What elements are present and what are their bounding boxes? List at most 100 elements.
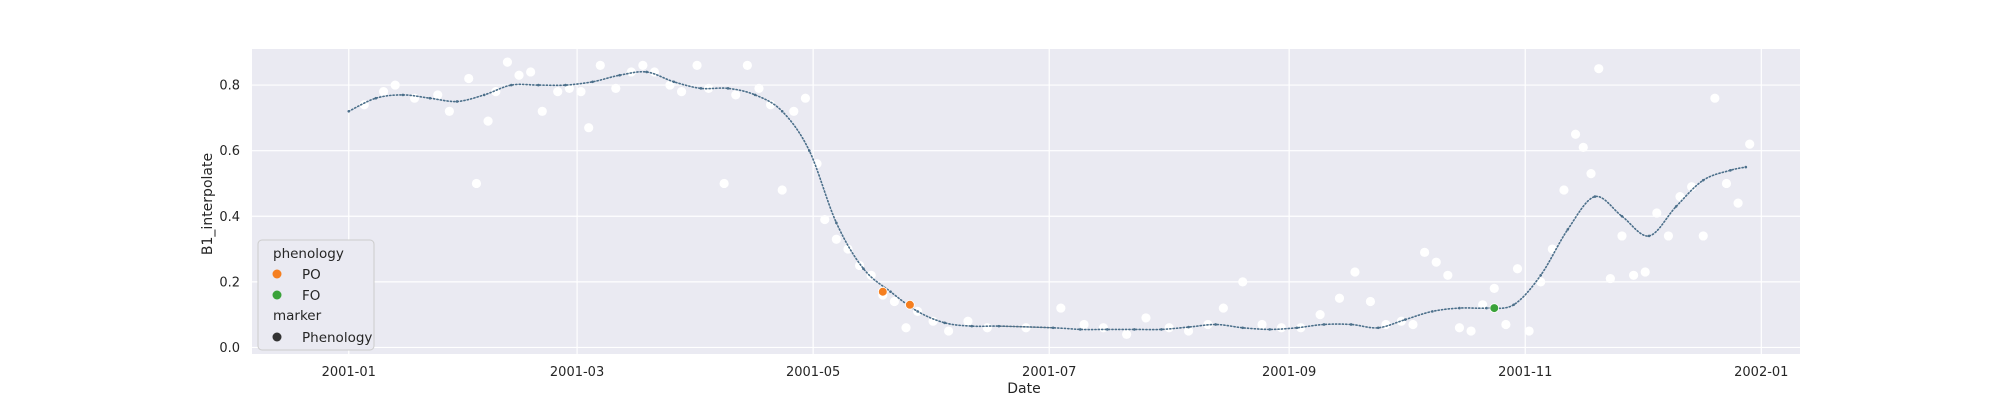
- raw-data-point: [1617, 231, 1627, 241]
- raw-data-point: [1710, 93, 1720, 103]
- raw-data-point: [901, 323, 911, 333]
- raw-data-point: [1628, 270, 1639, 280]
- raw-data-point: [584, 123, 594, 133]
- raw-data-point: [812, 159, 822, 169]
- raw-data-point: [626, 67, 636, 77]
- raw-data-point: [1454, 323, 1465, 333]
- raw-data-point: [378, 87, 389, 97]
- smooth-line-layer: [347, 70, 1748, 331]
- smooth-series-point: [1051, 326, 1055, 330]
- smooth-series-point: [943, 321, 947, 325]
- smooth-series-point: [1349, 323, 1353, 326]
- smooth-series-point: [1160, 328, 1163, 331]
- raw-data-point: [1079, 319, 1089, 330]
- legend-po-label: PO: [302, 267, 321, 283]
- raw-data-point: [483, 116, 493, 126]
- smooth-series-point: [997, 324, 1001, 328]
- smooth-series-point: [618, 73, 621, 77]
- x-tick-label: 2001-05: [786, 365, 840, 380]
- smooth-series-point: [401, 93, 405, 97]
- smooth-series-point: [1674, 205, 1678, 208]
- smooth-series-point: [1241, 326, 1245, 330]
- phenology-point-fo: [1489, 303, 1500, 313]
- x-tick-label: 2001-09: [1262, 365, 1316, 380]
- x-tick-label: 2001-03: [550, 365, 604, 380]
- raw-data-point: [1164, 323, 1174, 333]
- smooth-series-point: [1431, 310, 1434, 313]
- legend-hue-title: phenology: [273, 246, 344, 262]
- raw-data-point: [444, 106, 454, 116]
- x-axis-label: Date: [1007, 381, 1040, 397]
- smooth-series-point: [1214, 323, 1217, 326]
- smooth-series-point: [699, 87, 703, 90]
- y-tick-label: 0.4: [219, 210, 240, 225]
- smooth-series-point: [509, 83, 513, 87]
- smooth-series-point: [672, 80, 676, 84]
- raw-data-point: [564, 83, 574, 93]
- raw-data-point: [514, 70, 524, 80]
- raw-data-point: [1218, 303, 1228, 313]
- smooth-series-point: [1744, 165, 1748, 169]
- smooth-series-point: [564, 83, 567, 87]
- y-tick-label: 0.6: [219, 144, 240, 159]
- raw-data-point: [1315, 310, 1325, 320]
- raw-data-point: [1183, 326, 1194, 336]
- smooth-series-point: [1133, 328, 1136, 331]
- smooth-series-point: [916, 310, 919, 313]
- raw-data-point: [1586, 169, 1596, 179]
- smooth-series-point: [645, 70, 649, 74]
- legend-phenology-marker: [272, 332, 282, 342]
- raw-data-point: [1501, 319, 1511, 330]
- raw-data-point: [889, 296, 900, 307]
- y-axis-label: B1_interpolate: [200, 153, 216, 255]
- raw-data-point: [1098, 323, 1108, 333]
- raw-data-point: [595, 60, 605, 70]
- raw-data-point: [982, 323, 992, 333]
- raw-points-layer: [359, 57, 1755, 339]
- y-tick-label: 0.2: [219, 275, 240, 290]
- raw-data-point: [1466, 326, 1476, 336]
- raw-data-point: [1056, 303, 1066, 313]
- raw-data-point: [1276, 323, 1287, 333]
- x-tick-label: 2001-01: [322, 365, 376, 380]
- smooth-series-point: [1620, 214, 1624, 218]
- smooth-series-point: [1078, 328, 1082, 331]
- raw-data-point: [1559, 185, 1569, 195]
- raw-data-point: [1698, 231, 1708, 241]
- raw-data-point: [866, 270, 876, 280]
- smooth-series-point: [1647, 234, 1651, 238]
- smooth-series-point: [807, 149, 811, 152]
- raw-data-point: [1687, 182, 1697, 192]
- raw-data-point: [502, 57, 513, 67]
- raw-data-point: [471, 178, 482, 189]
- smooth-series-point: [1376, 326, 1380, 330]
- raw-data-point: [576, 87, 586, 97]
- smooth-series-point: [428, 96, 432, 100]
- raw-data-point: [638, 60, 648, 70]
- x-tick-label: 2002-01: [1734, 365, 1788, 380]
- raw-data-point: [944, 326, 954, 336]
- smooth-series-point: [591, 80, 594, 84]
- smooth-series-point: [835, 221, 838, 225]
- smooth-series-point: [780, 110, 784, 113]
- smooth-series-point: [1187, 325, 1190, 329]
- raw-data-point: [1478, 300, 1488, 310]
- raw-data-point: [963, 316, 973, 326]
- smooth-series-point: [1105, 328, 1109, 331]
- raw-data-point: [537, 106, 547, 116]
- smooth-series-point: [1512, 303, 1515, 307]
- raw-data-point: [831, 234, 841, 244]
- raw-data-point: [1420, 247, 1430, 257]
- raw-data-point: [731, 90, 741, 100]
- legend-box: [257, 239, 375, 351]
- legend-style-title: marker: [273, 308, 322, 324]
- raw-data-point: [1512, 264, 1523, 274]
- x-axis-ticks: 2001-01 2001-03 2001-05 2001-07 2001-09 2001-…: [322, 365, 1789, 380]
- raw-data-point: [1605, 273, 1615, 284]
- raw-data-point: [1431, 257, 1441, 267]
- raw-data-point: [1536, 277, 1546, 287]
- smooth-series-point: [1593, 195, 1597, 198]
- smooth-series-point: [753, 93, 757, 97]
- raw-data-point: [820, 214, 830, 225]
